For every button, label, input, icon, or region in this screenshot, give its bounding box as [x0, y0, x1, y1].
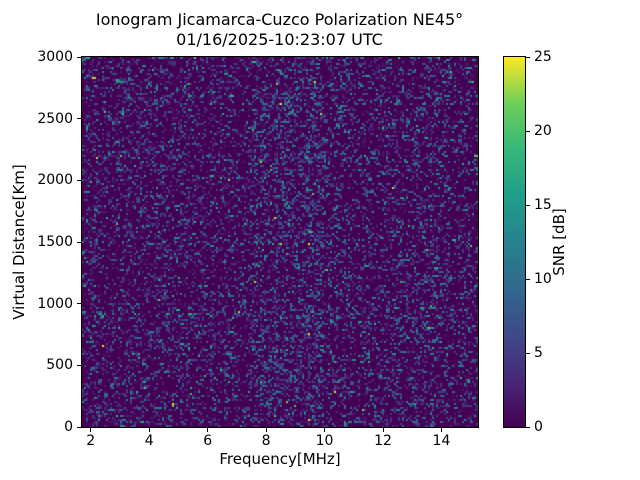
- y-axis-label: Virtual Distance[Km]: [10, 164, 28, 320]
- y-tick-label: 1500: [37, 234, 73, 250]
- plot-area: [81, 56, 479, 428]
- x-tick-label: 4: [144, 433, 154, 449]
- colorbar-tick-mark: [526, 352, 530, 354]
- chart-subtitle: 01/16/2025-10:23:07 UTC: [176, 30, 383, 49]
- x-tick-mark: [324, 428, 326, 432]
- colorbar-tick-label: 0: [534, 419, 543, 435]
- y-tick-mark: [77, 241, 81, 243]
- y-tick-label: 1000: [37, 295, 73, 312]
- colorbar-tick-mark: [526, 130, 530, 132]
- y-tick-label: 2000: [37, 172, 73, 189]
- colorbar-tick-label: 15: [534, 197, 552, 213]
- colorbar-label: SNR [dB]: [550, 208, 568, 276]
- x-tick-mark: [265, 428, 267, 432]
- y-tick-label: 3000: [37, 49, 73, 65]
- y-tick-label: 0: [64, 419, 73, 435]
- chart-title: Ionogram Jicamarca-Cuzco Polarization NE…: [95, 10, 464, 29]
- x-tick-label: 12: [374, 433, 392, 449]
- colorbar-tick-label: 20: [534, 123, 552, 139]
- y-tick-label: 500: [46, 357, 73, 374]
- y-tick-label: 2500: [37, 110, 73, 127]
- y-tick-mark: [77, 118, 81, 120]
- x-tick-mark: [382, 428, 384, 432]
- x-tick-label: 10: [315, 433, 334, 449]
- y-tick-mark: [77, 56, 81, 58]
- x-tick-mark: [440, 428, 442, 432]
- colorbar-tick-mark: [526, 204, 530, 206]
- x-tick-mark: [207, 428, 209, 432]
- colorbar-tick-mark: [526, 56, 530, 58]
- x-tick-label: 8: [261, 433, 271, 449]
- x-axis-label: Frequency[MHz]: [219, 450, 341, 468]
- x-tick-label: 2: [86, 433, 96, 449]
- x-tick-mark: [148, 428, 150, 432]
- x-tick-mark: [90, 428, 92, 432]
- colorbar-tick-label: 10: [534, 271, 552, 287]
- colorbar: [503, 56, 526, 428]
- x-tick-label: 14: [432, 433, 451, 449]
- y-tick-mark: [77, 426, 81, 428]
- y-tick-mark: [77, 303, 81, 305]
- y-tick-mark: [77, 364, 81, 366]
- colorbar-tick-label: 25: [534, 49, 552, 65]
- x-tick-label: 6: [203, 433, 213, 449]
- heatmap-canvas: [82, 57, 478, 427]
- colorbar-tick-label: 5: [534, 345, 543, 361]
- y-tick-mark: [77, 179, 81, 181]
- colorbar-tick-mark: [526, 278, 530, 280]
- colorbar-tick-mark: [526, 426, 530, 428]
